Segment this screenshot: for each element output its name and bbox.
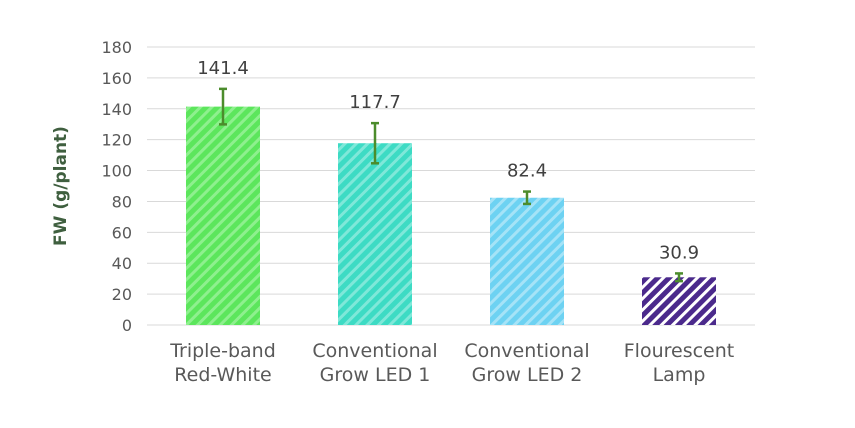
data-labels: 141.4 117.7 82.4 30.9 — [197, 58, 699, 264]
y-tick-label: 140 — [101, 100, 132, 119]
bar — [490, 197, 564, 325]
data-label: 141.4 — [197, 58, 249, 79]
category-label: Conventional — [312, 340, 437, 362]
y-tick-label: 160 — [101, 69, 132, 88]
y-tick-label: 40 — [112, 254, 132, 273]
y-tick-label: 20 — [112, 285, 132, 304]
y-tick-label: 180 — [101, 38, 132, 57]
category-label: Red-White — [174, 364, 271, 386]
category-label: Conventional — [464, 340, 589, 362]
error-bar — [675, 272, 683, 283]
y-tick-label: 120 — [101, 131, 132, 150]
data-label: 30.9 — [659, 242, 699, 263]
category-label: Triple-band — [169, 340, 276, 362]
bar — [642, 277, 716, 325]
error-bar — [219, 87, 227, 126]
data-label: 82.4 — [507, 161, 547, 182]
category-label: Grow LED 2 — [472, 364, 583, 386]
y-tick-label: 0 — [122, 316, 132, 335]
y-tick-labels: 0 20 40 60 80 100 120 140 160 180 — [101, 38, 132, 335]
y-tick-label: 100 — [101, 162, 132, 181]
error-bars — [219, 87, 683, 283]
category-label: Flourescent — [624, 340, 734, 362]
y-tick-label: 60 — [112, 223, 132, 242]
bars — [186, 106, 716, 325]
category-label: Lamp — [653, 364, 706, 386]
y-tick-label: 80 — [112, 192, 132, 211]
category-label: Grow LED 1 — [320, 364, 431, 386]
data-label: 117.7 — [349, 92, 401, 113]
bar — [186, 106, 260, 325]
error-bar — [523, 190, 531, 206]
bar — [338, 143, 412, 325]
error-bar — [371, 121, 379, 165]
y-axis-label: FW (g/plant) — [51, 126, 71, 246]
